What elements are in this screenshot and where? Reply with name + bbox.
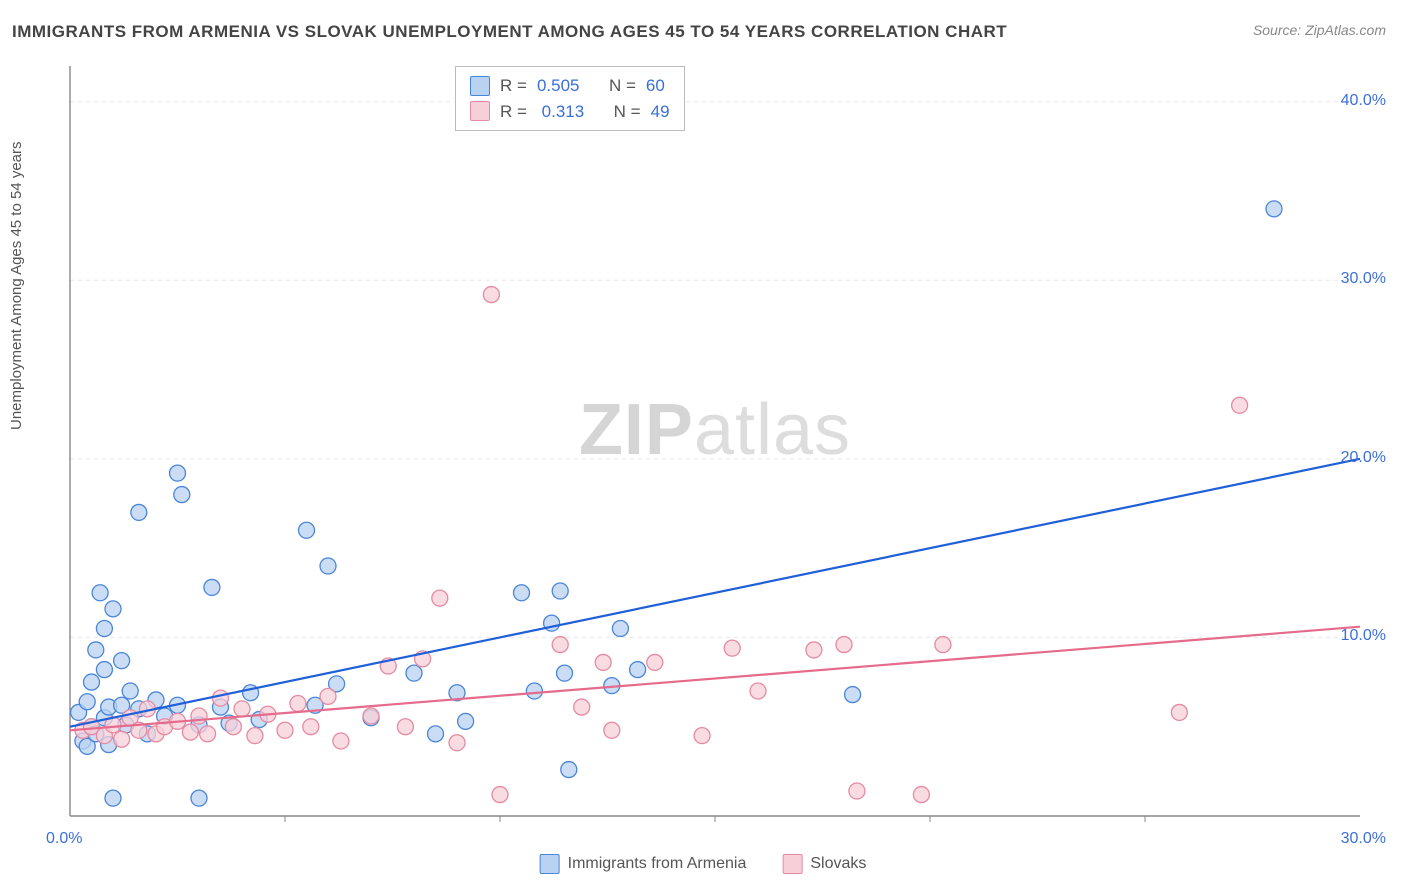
y-tick-label: 20.0% (1341, 449, 1386, 467)
bottom-legend: Immigrants from Armenia Slovaks (540, 854, 867, 874)
r-value-1: 0.505 (537, 73, 580, 99)
legend-item-1: Immigrants from Armenia (540, 854, 747, 874)
stats-row-series-2: R = 0.313 N = 49 (470, 99, 670, 125)
x-tick-label: 0.0% (46, 830, 82, 848)
n-value-2: 49 (651, 99, 670, 125)
swatch-icon (540, 854, 560, 874)
y-tick-label: 30.0% (1341, 270, 1386, 288)
legend-label-2: Slovaks (810, 855, 866, 873)
y-tick-label: 40.0% (1341, 92, 1386, 110)
legend-label-1: Immigrants from Armenia (568, 855, 747, 873)
swatch-series-1 (470, 76, 490, 96)
scatter-chart (50, 60, 1380, 830)
swatch-series-2 (470, 101, 490, 121)
y-axis-label: Unemployment Among Ages 45 to 54 years (8, 141, 25, 430)
n-value-1: 60 (646, 73, 665, 99)
chart-title: IMMIGRANTS FROM ARMENIA VS SLOVAK UNEMPL… (12, 22, 1007, 42)
x-tick-label: 30.0% (1341, 830, 1386, 848)
source-label: Source: ZipAtlas.com (1253, 22, 1386, 38)
y-tick-label: 10.0% (1341, 627, 1386, 645)
legend-item-2: Slovaks (782, 854, 866, 874)
swatch-icon (782, 854, 802, 874)
stats-row-series-1: R = 0.505 N = 60 (470, 73, 670, 99)
chart-area: ZIPatlas (50, 60, 1380, 830)
r-value-2: 0.313 (537, 99, 584, 125)
stats-legend-box: R = 0.505 N = 60 R = 0.313 N = 49 (455, 66, 685, 131)
